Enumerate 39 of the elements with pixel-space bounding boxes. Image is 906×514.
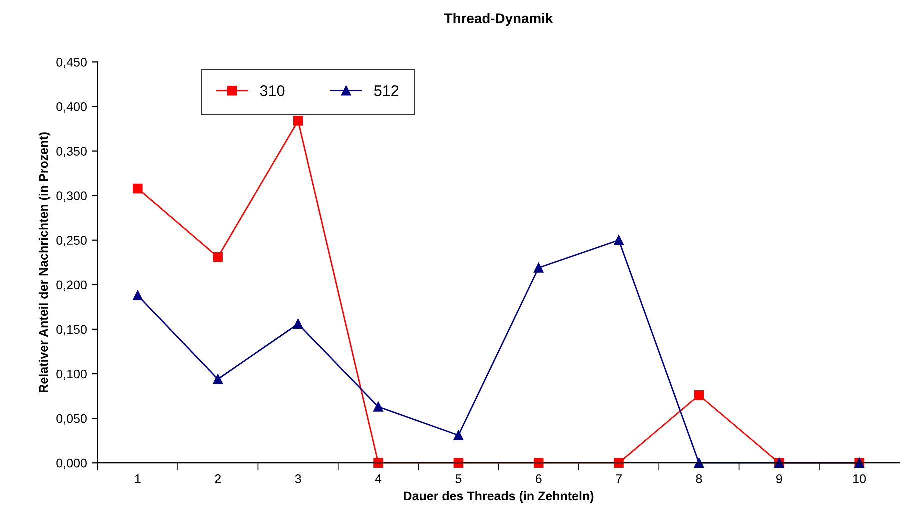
x-tick-label: 4 — [375, 474, 382, 484]
y-tick-label: 0,000 — [56, 458, 87, 470]
x-tick-label: 6 — [536, 474, 542, 484]
point — [133, 290, 143, 300]
y-tick-label: 0,200 — [56, 280, 87, 292]
y-axis-title: Relativer Anteil der Nachrichten (in Prozent) — [38, 132, 51, 393]
point — [293, 319, 304, 329]
x-tick-label: 9 — [776, 474, 782, 484]
y-tick-label: 0,100 — [56, 370, 87, 380]
point — [213, 374, 223, 384]
point — [133, 184, 143, 194]
point — [374, 402, 384, 412]
y-tick-label: 0,150 — [56, 325, 87, 336]
y-tick-label: 0,300 — [56, 192, 87, 202]
y-tick-label: 0,450 — [56, 58, 87, 68]
x-tick-label: 5 — [456, 474, 462, 484]
point — [614, 458, 624, 468]
legend-label: 310 — [260, 86, 285, 96]
x-tick-label: 1 — [135, 474, 141, 484]
point — [293, 116, 304, 126]
x-tick-label: 7 — [616, 474, 622, 484]
x-tick-label: 2 — [215, 474, 221, 484]
y-tick-label: 0,350 — [56, 147, 87, 158]
y-tick-label: 0,250 — [56, 236, 87, 247]
x-tick-label: 10 — [854, 474, 866, 484]
legend-label: 512 — [374, 86, 399, 96]
x-tick-label: 8 — [696, 474, 702, 484]
point — [694, 458, 704, 468]
point — [614, 236, 624, 246]
point — [534, 263, 544, 273]
y-tick-label: 0,400 — [56, 102, 87, 113]
x-axis-title: Dauer des Threads (in Zehnteln) — [404, 491, 594, 504]
point — [213, 252, 223, 262]
y-tick-label: 0,050 — [56, 414, 87, 425]
point — [454, 430, 464, 440]
point — [374, 458, 384, 468]
point — [694, 390, 704, 400]
chart-title: Thread-Dynamik — [444, 13, 554, 26]
x-tick-label: 3 — [295, 474, 302, 484]
